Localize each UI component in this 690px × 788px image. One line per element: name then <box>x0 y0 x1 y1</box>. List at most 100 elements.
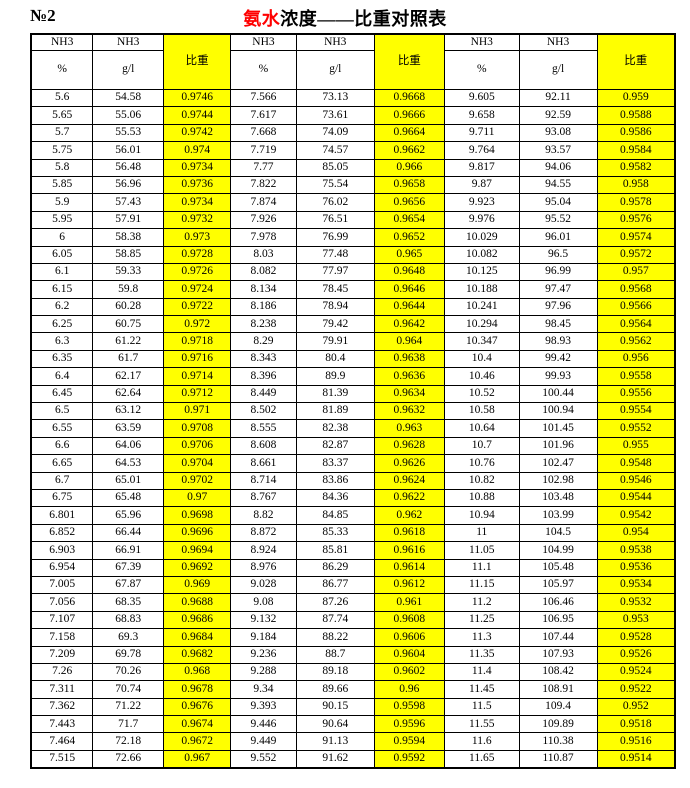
cell-grams-per-liter: 90.15 <box>295 697 375 717</box>
cell-percent: 6.5 <box>30 402 94 421</box>
cell-percent: 11.65 <box>443 749 520 769</box>
cell-specific-gravity: 0.9734 <box>163 193 232 212</box>
cell-percent: 10.82 <box>443 471 520 490</box>
cell-specific-gravity: 0.9536 <box>596 558 676 577</box>
cell-grams-per-liter: 71.22 <box>92 697 165 717</box>
cell-percent: 7.978 <box>230 228 297 247</box>
cell-specific-gravity: 0.953 <box>596 610 676 630</box>
table-body: 5.6 54.58 0.9746 7.566 73.13 0.9668 9.605 92.11… <box>30 88 676 769</box>
cell-specific-gravity: 0.9694 <box>163 541 232 560</box>
cell-grams-per-liter: 68.83 <box>92 610 165 630</box>
cell-percent: 6.6 <box>30 436 94 456</box>
cell-grams-per-liter: 81.39 <box>295 384 375 404</box>
cell-specific-gravity: 0.9546 <box>596 471 676 490</box>
cell-percent: 7.566 <box>230 88 297 108</box>
table-row: 5.85 56.96 0.9736 7.822 75.54 0.9658 9.87 94.55… <box>30 175 676 195</box>
cell-percent: 10.94 <box>443 506 520 525</box>
cell-percent: 9.132 <box>230 610 297 630</box>
cell-specific-gravity: 0.9526 <box>596 645 676 664</box>
cell-percent: 6.954 <box>30 558 94 577</box>
cell-grams-per-liter: 98.45 <box>518 315 598 334</box>
cell-percent: 9.817 <box>443 158 520 177</box>
cell-percent: 10.46 <box>443 367 520 386</box>
cell-percent: 9.08 <box>230 593 297 612</box>
cell-specific-gravity: 0.9624 <box>373 471 445 490</box>
cell-specific-gravity: 0.9524 <box>596 662 676 682</box>
cell-grams-per-liter: 94.55 <box>518 175 598 195</box>
table-row: 6.35 61.7 0.9716 8.343 80.4 0.9638 10.4 99.42 0.… <box>30 349 676 369</box>
table-row: 7.107 68.83 0.9686 9.132 87.74 0.9608 11.25 106… <box>30 610 676 630</box>
cell-grams-per-liter: 89.9 <box>295 367 375 386</box>
cell-grams-per-liter: 99.42 <box>518 349 598 369</box>
cell-percent: 9.288 <box>230 662 297 682</box>
cell-grams-per-liter: 67.39 <box>92 558 165 577</box>
cell-specific-gravity: 0.9672 <box>163 732 232 751</box>
cell-percent: 8.186 <box>230 297 297 317</box>
cell-specific-gravity: 0.9564 <box>596 315 676 334</box>
cell-percent: 8.502 <box>230 402 297 421</box>
table-row: 6.5 63.12 0.971 8.502 81.89 0.9632 10.58 100.94… <box>30 402 676 421</box>
cell-specific-gravity: 0.9658 <box>373 175 445 195</box>
cell-specific-gravity: 0.9654 <box>373 210 445 230</box>
cell-grams-per-liter: 82.38 <box>295 419 375 438</box>
cell-grams-per-liter: 79.91 <box>295 332 375 351</box>
cell-grams-per-liter: 79.42 <box>295 315 375 334</box>
cell-specific-gravity: 0.9556 <box>596 384 676 404</box>
header-nh3: NH3 <box>295 33 375 51</box>
cell-grams-per-liter: 63.59 <box>92 419 165 438</box>
header-percent: % <box>230 50 297 90</box>
cell-percent: 8.555 <box>230 419 297 438</box>
cell-grams-per-liter: 83.86 <box>295 471 375 490</box>
table-row: 6.55 63.59 0.9708 8.555 82.38 0.963 10.64 101.4… <box>30 419 676 438</box>
cell-percent: 9.236 <box>230 645 297 664</box>
cell-percent: 7.26 <box>30 662 94 682</box>
table-row: 7.26 70.26 0.968 9.288 89.18 0.9602 11.4 108.42… <box>30 662 676 682</box>
cell-percent: 7.719 <box>230 141 297 160</box>
cell-specific-gravity: 0.952 <box>596 697 676 717</box>
cell-grams-per-liter: 85.33 <box>295 523 375 543</box>
table-row: 5.6 54.58 0.9746 7.566 73.13 0.9668 9.605 92.11… <box>30 88 676 108</box>
cell-percent: 6.55 <box>30 419 94 438</box>
cell-specific-gravity: 0.9544 <box>596 488 676 508</box>
cell-percent: 8.661 <box>230 454 297 473</box>
cell-percent: 9.449 <box>230 732 297 751</box>
cell-percent: 7.668 <box>230 123 297 143</box>
page-title-rest: 浓度——比重对照表 <box>280 9 447 29</box>
cell-specific-gravity: 0.9606 <box>373 628 445 647</box>
cell-grams-per-liter: 105.48 <box>518 558 598 577</box>
cell-grams-per-liter: 108.91 <box>518 680 598 699</box>
cell-specific-gravity: 0.974 <box>163 141 232 160</box>
cell-specific-gravity: 0.969 <box>163 575 232 595</box>
cell-specific-gravity: 0.9732 <box>163 210 232 230</box>
header-specific-gravity: 比重 <box>373 33 445 90</box>
cell-percent: 9.34 <box>230 680 297 699</box>
cell-specific-gravity: 0.9676 <box>163 697 232 717</box>
table-row: 6.1 59.33 0.9726 8.082 77.97 0.9648 10.125 96.9… <box>30 262 676 282</box>
cell-grams-per-liter: 81.89 <box>295 402 375 421</box>
cell-specific-gravity: 0.9616 <box>373 541 445 560</box>
cell-percent: 10.64 <box>443 419 520 438</box>
cell-percent: 6.25 <box>30 315 94 334</box>
cell-grams-per-liter: 65.48 <box>92 488 165 508</box>
table-row: 6 58.38 0.973 7.978 76.99 0.9652 10.029 96.01 0.… <box>30 228 676 247</box>
cell-specific-gravity: 0.9534 <box>596 575 676 595</box>
cell-percent: 11.6 <box>443 732 520 751</box>
cell-grams-per-liter: 77.48 <box>295 245 375 264</box>
cell-specific-gravity: 0.9706 <box>163 436 232 456</box>
sheet-number: №2 <box>30 6 56 25</box>
cell-specific-gravity: 0.9722 <box>163 297 232 317</box>
cell-grams-per-liter: 104.5 <box>518 523 598 543</box>
cell-grams-per-liter: 85.81 <box>295 541 375 560</box>
table-row: 5.75 56.01 0.974 7.719 74.57 0.9662 9.764 93.57… <box>30 141 676 160</box>
cell-percent: 10.58 <box>443 402 520 421</box>
cell-percent: 7.362 <box>30 697 94 717</box>
header-nh3: NH3 <box>443 33 520 51</box>
cell-specific-gravity: 0.9618 <box>373 523 445 543</box>
cell-percent: 9.446 <box>230 715 297 734</box>
cell-percent: 10.125 <box>443 262 520 282</box>
cell-specific-gravity: 0.9552 <box>596 419 676 438</box>
cell-grams-per-liter: 69.3 <box>92 628 165 647</box>
cell-specific-gravity: 0.9662 <box>373 141 445 160</box>
cell-specific-gravity: 0.9734 <box>163 158 232 177</box>
cell-percent: 10.029 <box>443 228 520 247</box>
